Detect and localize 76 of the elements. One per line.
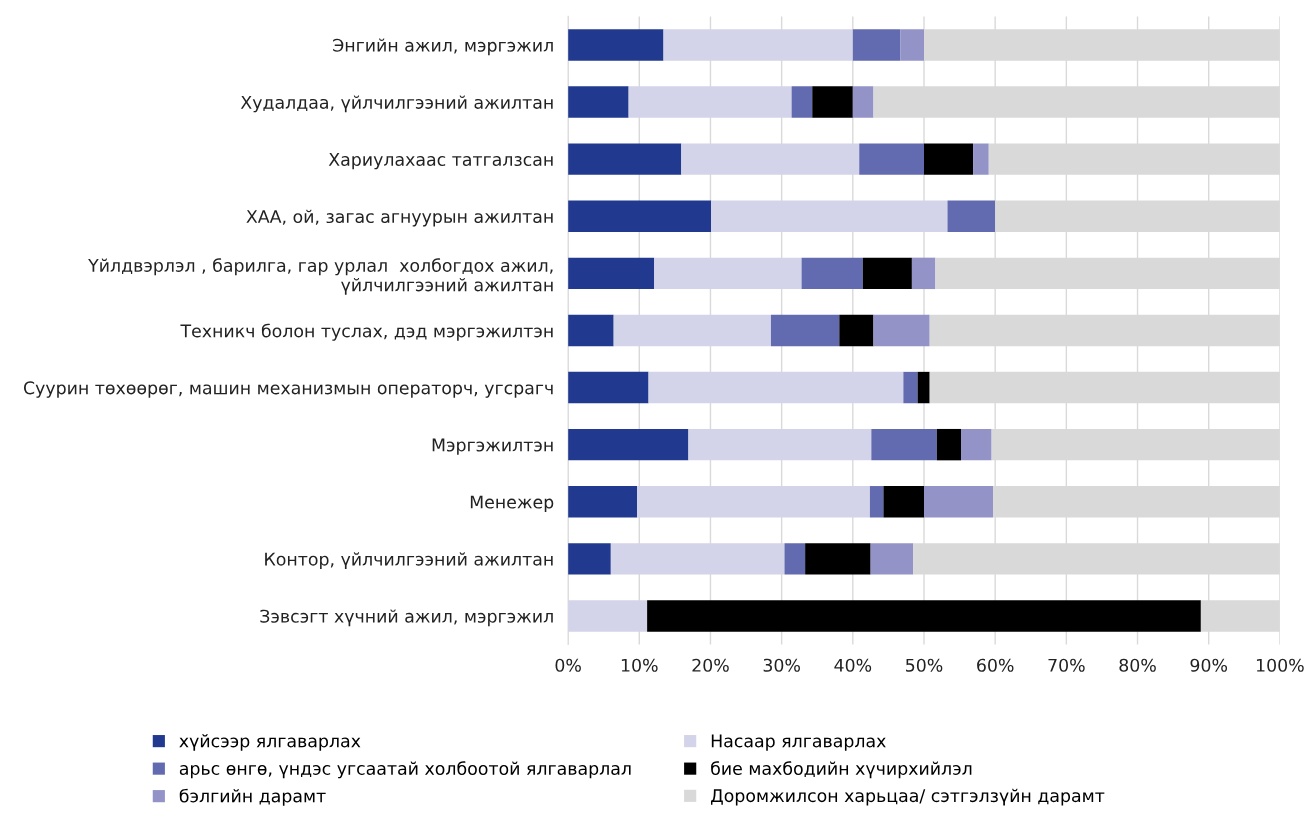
y-tick-label: Менежер [470,495,554,512]
x-tick-label: 100% [1256,658,1304,672]
legend-label: бэлгийн дарамт [179,788,326,806]
bar [873,314,930,347]
bar [568,543,611,575]
bar [973,143,989,175]
y-tick-label: Энгийн ажил, мэргэжил [333,38,553,56]
bar [791,86,813,118]
bar [568,314,614,347]
bar [610,543,785,575]
y-tick-label: Хариулахаас татгалзсан [328,153,553,170]
bar [681,143,860,175]
bar [852,86,874,118]
x-tick-label: 20% [692,658,729,672]
bar [770,314,840,347]
bar [923,143,974,175]
bar [568,143,682,175]
bar [805,543,871,575]
bar [801,257,863,290]
bar [647,600,1201,632]
bar [648,371,904,404]
x-tick-label: 10% [621,658,658,672]
y-tick-label: Мэргэжилтэн [432,438,553,455]
x-tick-label: 0% [555,658,581,672]
legend-label: Доромжилсон харьцаа/ сэтгэлзүйн дарамт [711,788,1105,806]
bar [568,486,638,518]
y-tick-label: ХАА, ой, загас агнуурын ажилтан [246,209,553,227]
x-tick-label: 30% [763,658,800,672]
y-tick-label: Худалдаа, үйлчилгээний ажилтан [240,95,553,113]
bar [869,486,884,518]
bar [568,29,664,61]
bar [903,371,918,404]
bar [568,428,689,461]
bar [663,29,853,61]
x-tick-label: 40% [834,658,872,672]
bar [936,428,962,461]
bar [568,257,655,290]
legend-label: Насаар ялгаварлах [711,734,886,751]
bar [568,86,629,118]
y-tick-label: Суурин төхөөрөг, машин механизмын операторч, угсрагч [23,381,553,398]
bar [654,257,802,290]
legend-label: арьс өнгө, үндэс угсаатай холбоотой ялгаварлал [179,761,631,779]
bar [911,257,936,290]
legend-label: бие махбодийн хүчирхийлэл [711,761,972,779]
x-tick-label: 60% [977,658,1014,672]
bar [859,143,924,175]
y-tick-label: Техникч болон туслах, дэд мэргэжилтэн [180,323,553,341]
bar [862,257,912,290]
bar [812,86,853,118]
bar [947,200,996,232]
bar [784,543,806,575]
x-tick-label: 50% [906,658,943,672]
y-tick-label: Үйлдвэрлэл , барилга, гар урлал холбогдох ажил, үйлчилгээний ажилтан [88,258,553,295]
bar [852,29,901,61]
bar [637,486,870,518]
bar [900,29,924,61]
y-tick-label: Зэвсэгт хүчний ажил, мэргэжил [260,609,553,627]
bar [568,200,712,232]
bar [961,428,992,461]
x-tick-label: 70% [1048,658,1085,672]
bar [568,371,649,404]
bar [839,314,874,347]
bar [613,314,771,347]
bar [923,486,994,518]
x-tick-label: 90% [1190,658,1228,672]
bar [568,600,648,632]
bar [871,428,937,461]
bar [917,371,930,404]
y-tick-label: Контор, үйлчилгээний ажилтан [265,552,553,570]
bar [883,486,924,518]
legend-label: хүйсээр ялгаварлах [179,734,361,751]
bar [628,86,792,118]
bar [711,200,948,232]
bar [688,428,872,461]
x-tick-label: 80% [1119,658,1156,672]
bar [870,543,914,575]
